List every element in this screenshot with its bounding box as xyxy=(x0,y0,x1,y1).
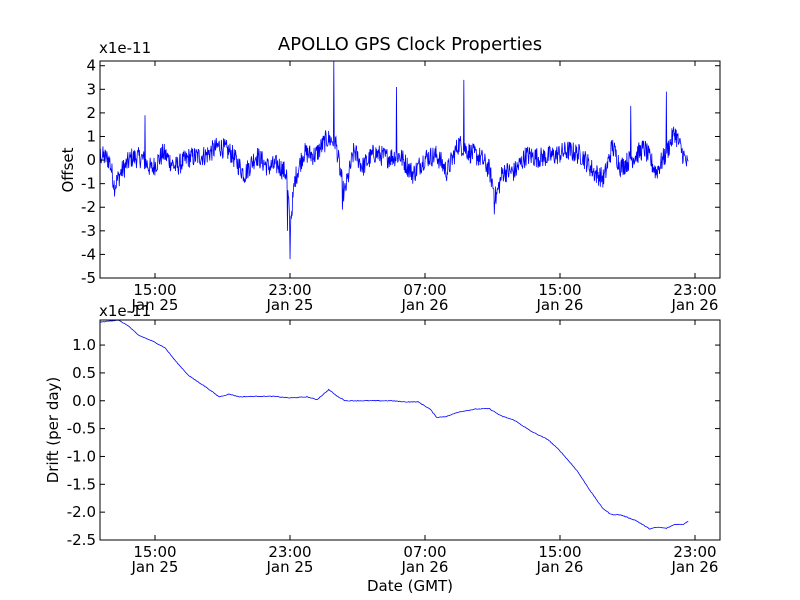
chart-title: APOLLO GPS Clock Properties xyxy=(278,34,542,55)
offset-xtick-date-label: Jan 25 xyxy=(266,296,314,314)
drift-xtick-date-label: Jan 26 xyxy=(671,558,719,576)
drift-panel: x1e-11 Drift (per day) -2.5 -2.0 -1.5 -1.0 -… xyxy=(44,302,721,576)
drift-ytick-label: -2.5 xyxy=(67,531,96,549)
offset-ytick-label: -1 xyxy=(81,175,96,193)
offset-axes-frame xyxy=(99,60,721,279)
offset-series-line xyxy=(99,60,689,260)
offset-ytick-label: 0 xyxy=(86,151,96,169)
drift-y-axis-label: Drift (per day) xyxy=(44,377,62,484)
drift-xtick-time-label: 15:00 xyxy=(538,543,581,561)
drift-ytick-label: 0.5 xyxy=(72,364,96,382)
drift-xtick-date-label: Jan 25 xyxy=(131,558,179,576)
drift-ytick-label: -1.0 xyxy=(67,447,96,465)
drift-series-line xyxy=(99,319,689,530)
drift-xtick-date-label: Jan 25 xyxy=(266,558,314,576)
drift-axes-frame xyxy=(99,319,721,541)
offset-xtick-time-label: 23:00 xyxy=(673,281,716,299)
offset-ytick-label: 4 xyxy=(86,57,96,75)
drift-xtick-time-label: 23:00 xyxy=(673,543,716,561)
drift-ytick-label: -0.5 xyxy=(67,420,96,438)
offset-ytick-label: -4 xyxy=(81,245,96,263)
drift-axis-multiplier: x1e-11 xyxy=(99,302,151,320)
offset-xtick-time-label: 23:00 xyxy=(268,281,311,299)
drift-ytick-label: 1.0 xyxy=(72,336,96,354)
offset-xtick-time-label: 07:00 xyxy=(403,281,446,299)
drift-ytick-label: 0.0 xyxy=(72,392,96,410)
offset-ytick-label: -2 xyxy=(81,198,96,216)
drift-xtick-time-label: 23:00 xyxy=(268,543,311,561)
drift-xtick-date-label: Jan 26 xyxy=(401,558,449,576)
offset-ytick-label: -5 xyxy=(81,269,96,287)
offset-xtick-time-label: 15:00 xyxy=(538,281,581,299)
offset-xtick-date-label: Jan 25 xyxy=(131,296,179,314)
drift-xtick-date-label: Jan 26 xyxy=(536,558,584,576)
drift-xtick-time-label: 07:00 xyxy=(403,543,446,561)
offset-y-axis-label: Offset xyxy=(59,147,77,192)
offset-xtick-date-label: Jan 26 xyxy=(536,296,584,314)
offset-axis-multiplier: x1e-11 xyxy=(99,39,151,57)
offset-ytick-label: 2 xyxy=(86,104,96,122)
offset-ytick-label: -3 xyxy=(81,222,96,240)
drift-ytick-label: -1.5 xyxy=(67,475,96,493)
offset-xtick-date-label: Jan 26 xyxy=(671,296,719,314)
offset-xtick-time-label: 15:00 xyxy=(133,281,176,299)
drift-xtick-time-label: 15:00 xyxy=(133,543,176,561)
x-axis-label: Date (GMT) xyxy=(367,577,453,595)
drift-ytick-label: -2.0 xyxy=(67,503,96,521)
offset-ytick-label: 3 xyxy=(86,80,96,98)
offset-ytick-label: 1 xyxy=(86,127,96,145)
offset-xtick-date-label: Jan 26 xyxy=(401,296,449,314)
